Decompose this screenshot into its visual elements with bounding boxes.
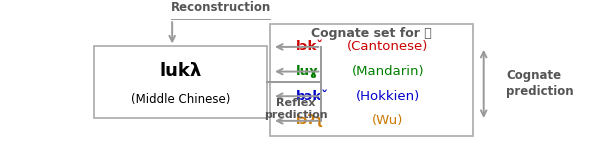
- Text: Reconstruction: Reconstruction: [171, 1, 271, 14]
- Text: lukλ: lukλ: [159, 62, 202, 80]
- Text: Reflex
prediction: Reflex prediction: [264, 98, 327, 120]
- Text: lɔkˇ: lɔkˇ: [295, 40, 324, 53]
- Text: lɔʔʅ: lɔʔʅ: [295, 114, 324, 127]
- Text: (Cantonese): (Cantonese): [347, 40, 429, 53]
- Text: bɔkˇ: bɔkˇ: [295, 90, 329, 103]
- FancyBboxPatch shape: [270, 24, 474, 136]
- Text: Cognate set for 輻: Cognate set for 輻: [311, 27, 432, 40]
- FancyBboxPatch shape: [94, 46, 268, 118]
- Text: (Hokkien): (Hokkien): [356, 90, 420, 103]
- Text: (Wu): (Wu): [372, 114, 403, 127]
- Text: luɣ: luɣ: [295, 65, 318, 78]
- Text: Cognate
prediction: Cognate prediction: [506, 69, 574, 98]
- Text: (Mandarin): (Mandarin): [352, 65, 424, 78]
- Text: (Middle Chinese): (Middle Chinese): [131, 93, 231, 106]
